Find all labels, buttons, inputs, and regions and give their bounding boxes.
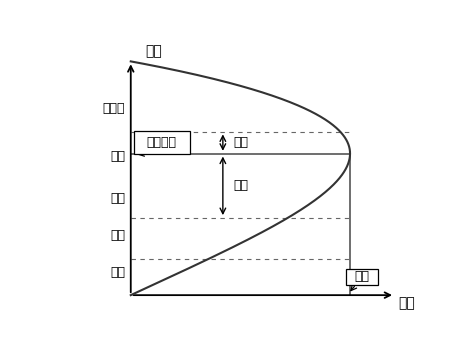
Text: 自由流: 自由流 [103, 102, 125, 115]
Text: 通畅: 通畅 [234, 136, 249, 149]
Text: 拥挤: 拥挤 [110, 229, 125, 242]
FancyBboxPatch shape [346, 269, 378, 285]
FancyBboxPatch shape [134, 131, 190, 154]
Text: 最优速度: 最优速度 [147, 136, 177, 149]
Text: 拥堵: 拥堵 [110, 267, 125, 280]
Text: 缓行: 缓行 [110, 192, 125, 205]
Text: 流量: 流量 [399, 297, 415, 311]
Text: 容量: 容量 [355, 270, 370, 283]
Text: 拥挤: 拥挤 [234, 179, 249, 192]
Text: 速度: 速度 [145, 45, 162, 59]
Text: 畅通: 畅通 [110, 150, 125, 163]
